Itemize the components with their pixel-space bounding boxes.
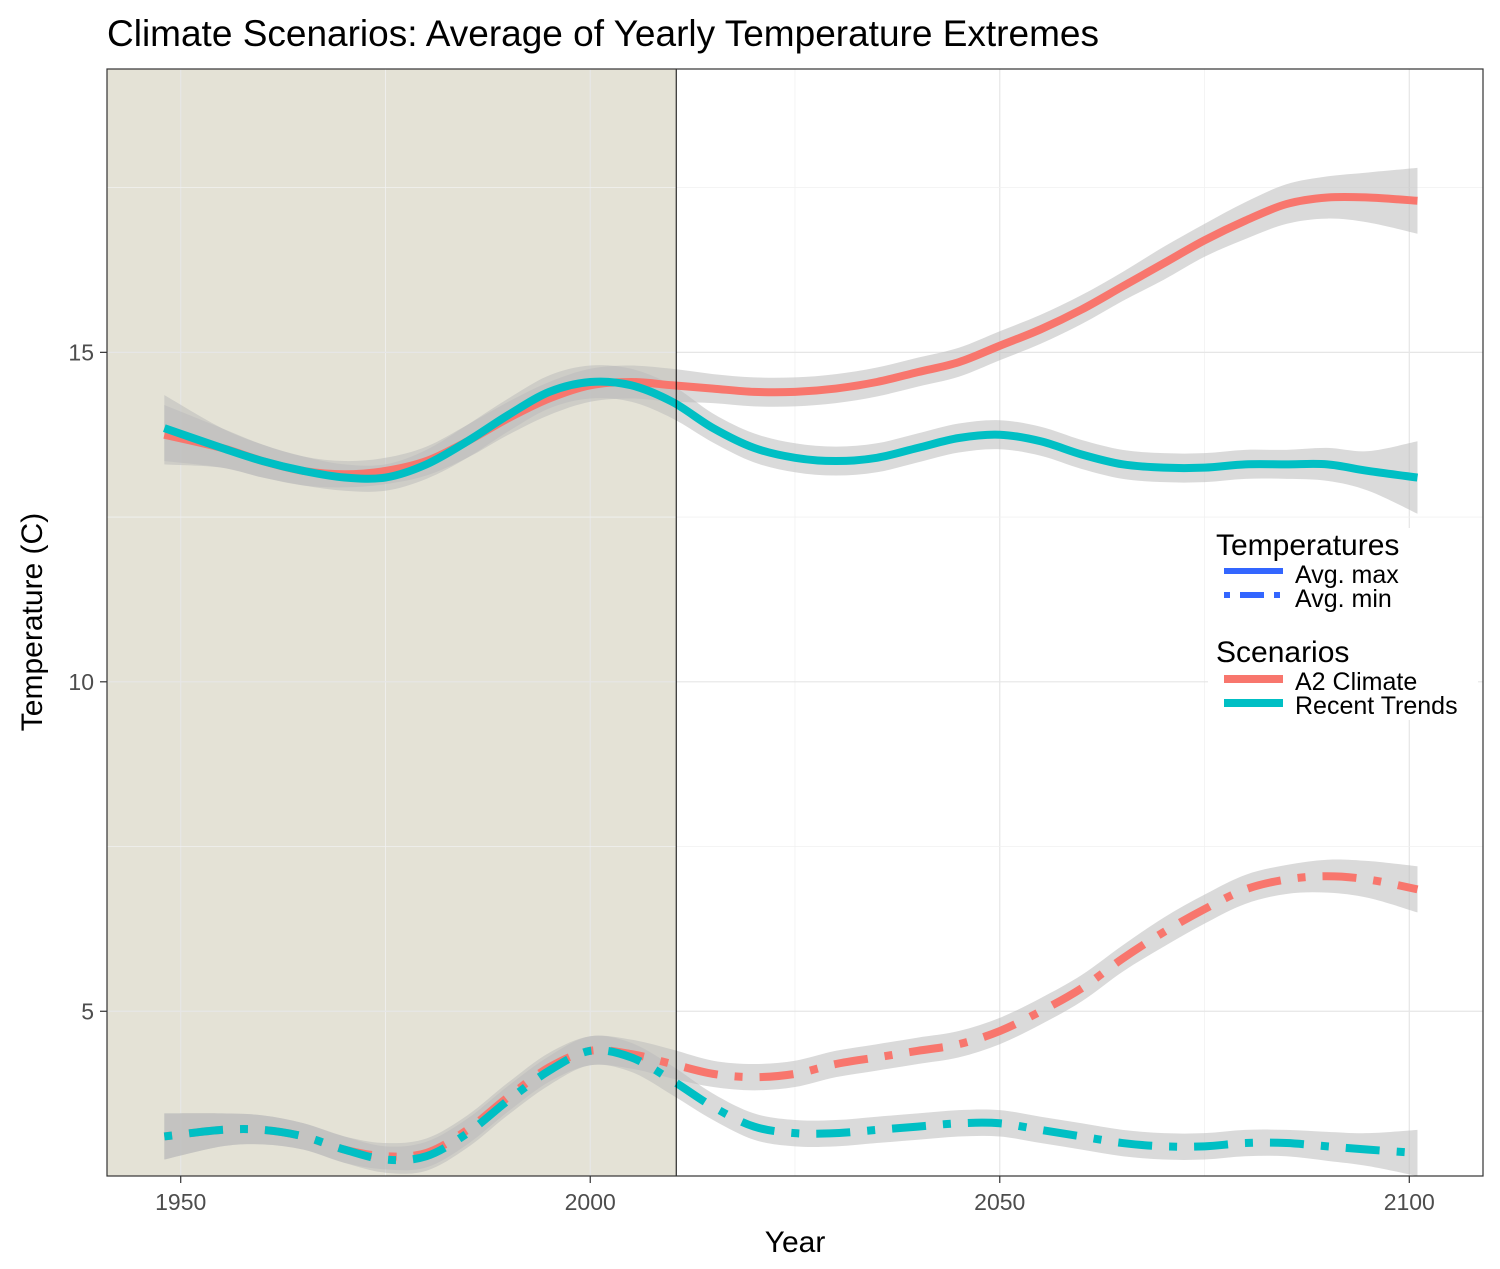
legend-background <box>1208 528 1478 720</box>
legend-label-avg-min: Avg. min <box>1295 585 1392 613</box>
legend-title-scenarios: Scenarios <box>1216 636 1349 669</box>
legend-label-recent-trends: Recent Trends <box>1295 692 1458 720</box>
series-lines <box>163 192 1419 1165</box>
series-line-a2-climate-avg-min <box>163 872 1419 1161</box>
panel-border <box>106 68 1484 1177</box>
series-line-recent-trends-avg-max <box>163 377 1419 483</box>
x-tick-label: 2050 <box>974 1189 1025 1215</box>
x-tick-label: 1950 <box>155 1189 206 1215</box>
legend-label-avg-max: Avg. max <box>1295 561 1399 589</box>
y-tick-label: 15 <box>68 339 94 365</box>
x-tick-label: 2000 <box>565 1189 616 1215</box>
x-tick-label: 2100 <box>1384 1189 1435 1215</box>
legend: Temperatures Avg. max Avg. min Scenarios… <box>1208 528 1478 720</box>
y-axis: 5 10 15 <box>68 339 107 1024</box>
y-tick-label: 10 <box>68 669 94 695</box>
legend-title-temperatures: Temperatures <box>1216 529 1399 562</box>
band-recent-trends-avg-min <box>164 1035 1418 1176</box>
chart-title: Climate Scenarios: Average of Yearly Tem… <box>107 13 1099 54</box>
y-axis-title: Temperature (C) <box>16 513 49 731</box>
y-tick-label: 5 <box>81 998 94 1024</box>
legend-label-a2-climate: A2 Climate <box>1295 668 1417 696</box>
historical-shaded-region <box>107 69 677 1176</box>
x-axis-title: Year <box>765 1226 826 1259</box>
series-line-a2-climate-avg-max <box>163 192 1418 479</box>
x-axis: 1950 2000 2050 2100 <box>155 1176 1435 1215</box>
series-line-recent-trends-avg-min <box>163 1046 1418 1165</box>
